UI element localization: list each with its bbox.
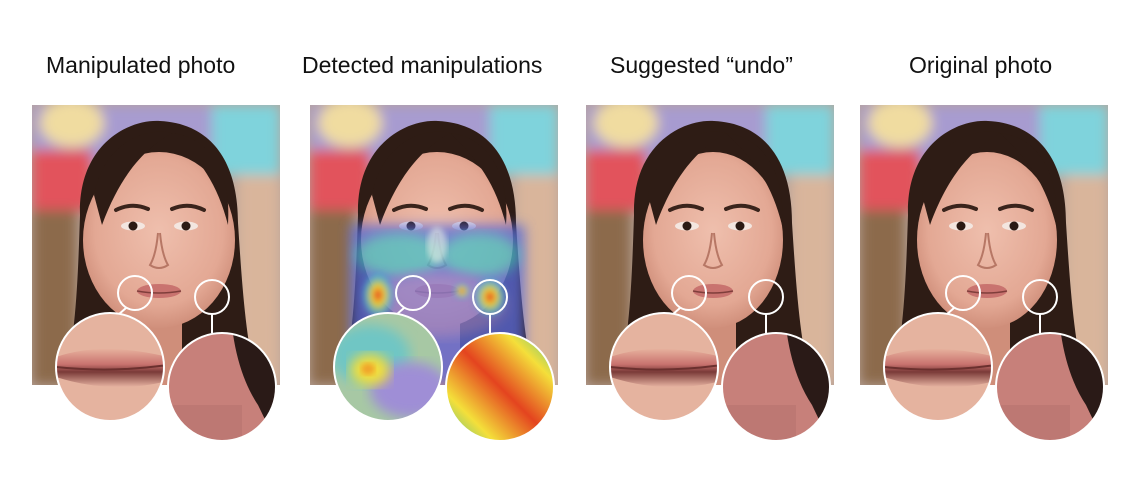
detected-manipulations-heatmap: [310, 105, 558, 445]
panel-title-original: Original photo: [909, 52, 1053, 78]
manipulated-photo: [32, 105, 280, 445]
panel-title-detected: Detected manipulations: [302, 52, 543, 78]
panel-title-manipulated: Manipulated photo: [46, 52, 236, 78]
original-photo: [860, 105, 1108, 445]
panel-title-undo: Suggested “undo”: [610, 52, 793, 78]
suggested-undo-photo: [586, 105, 834, 445]
